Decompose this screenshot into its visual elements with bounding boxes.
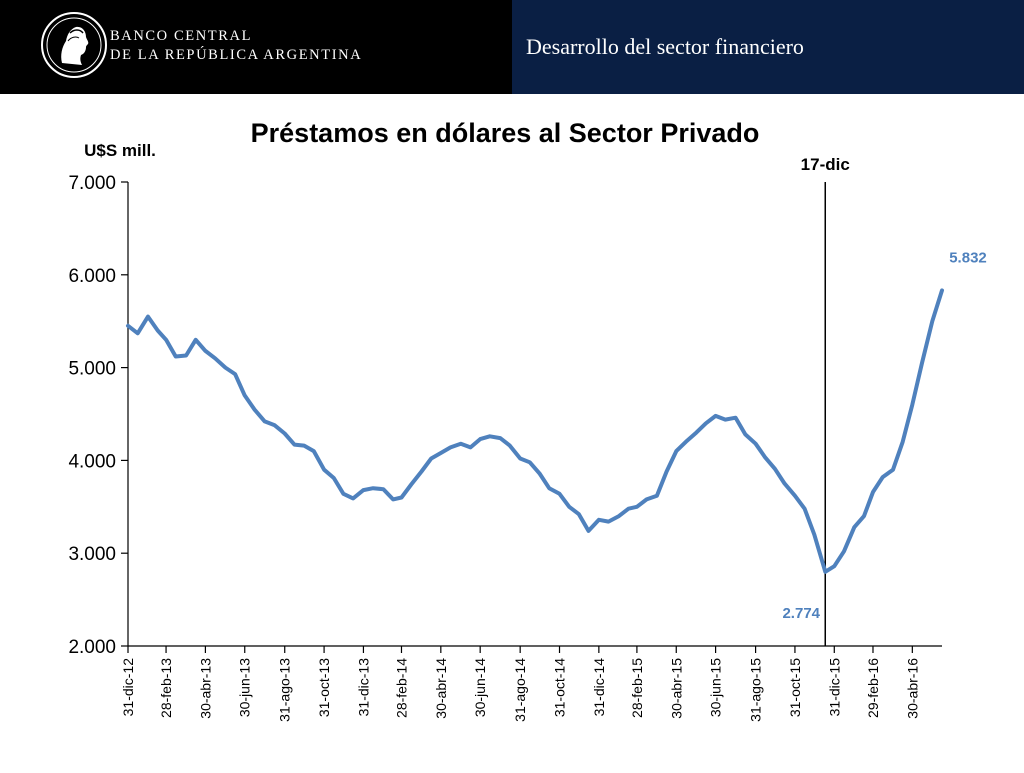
y-tick-label: 7.000 — [68, 173, 116, 194]
x-tick-label: 31-ago-13 — [277, 658, 293, 722]
bank-name-line-2: DE LA REPÚBLICA ARGENTINA — [110, 47, 363, 63]
slide-header: BANCO CENTRAL DE LA REPÚBLICA ARGENTINA … — [0, 0, 1024, 94]
x-tick-label: 30-jun-15 — [708, 658, 724, 717]
x-axis: 31-dic-12 28-feb-13 30-abr-13 30-jun-13 31-a… — [120, 645, 942, 722]
x-tick-label: 31-dic-13 — [355, 658, 371, 717]
x-tick-label: 31-ago-15 — [748, 658, 764, 722]
x-tick-label: 30-jun-14 — [472, 658, 488, 717]
series-line — [126, 288, 944, 574]
x-tick-label: 31-dic-12 — [120, 658, 136, 717]
x-tick-label: 30-abr-16 — [904, 658, 920, 719]
x-tick-label: 28-feb-14 — [393, 658, 409, 718]
y-tick-label: 3.000 — [68, 544, 116, 565]
x-tick-label: 31-dic-15 — [826, 658, 842, 717]
chart-container: Préstamos en dólares al Sector Privado U… — [0, 94, 1024, 768]
x-tick-label: 31-dic-14 — [591, 658, 607, 717]
y-tick-label: 4.000 — [68, 451, 116, 472]
data-labels: 2.774 5.832 — [782, 249, 986, 622]
series-layer — [126, 288, 944, 574]
x-tick-label: 31-oct-15 — [787, 658, 803, 717]
x-tick-label: 30-abr-13 — [197, 658, 213, 719]
header-right-panel: Desarrollo del sector financiero — [512, 0, 1024, 94]
x-tick-label: 30-abr-15 — [668, 658, 684, 719]
header-left-panel: BANCO CENTRAL DE LA REPÚBLICA ARGENTINA — [0, 0, 512, 94]
bank-name: BANCO CENTRAL DE LA REPÚBLICA ARGENTINA — [110, 27, 362, 65]
x-tick-label: 29-feb-16 — [865, 658, 881, 718]
y-tick-label: 2.000 — [68, 637, 116, 658]
chart-title: Préstamos en dólares al Sector Privado — [251, 118, 760, 148]
bank-name-line-1: BANCO CENTRAL — [110, 28, 253, 44]
section-title: Desarrollo del sector financiero — [526, 34, 804, 59]
min-value-label: 2.774 — [782, 605, 820, 622]
event-marker-label: 17-dic — [801, 155, 850, 174]
x-tick-label: 28-feb-15 — [629, 658, 645, 718]
y-tick-label: 5.000 — [68, 359, 116, 380]
x-tick-label: 30-abr-14 — [433, 658, 449, 719]
loans-chart: Préstamos en dólares al Sector Privado U… — [68, 118, 986, 722]
y-axis-label: U$S mill. — [84, 141, 156, 160]
x-tick-label: 31-oct-14 — [552, 658, 568, 717]
x-tick-label: 31-ago-14 — [512, 658, 528, 722]
last-value-label: 5.832 — [949, 249, 987, 266]
bank-seal-icon — [41, 12, 107, 78]
x-tick-label: 31-oct-13 — [316, 658, 332, 717]
y-axis: 2.000 3.000 4.000 5.000 6.000 7.000 — [68, 173, 129, 658]
x-tick-label: 28-feb-13 — [158, 658, 174, 718]
y-tick-label: 6.000 — [68, 266, 116, 287]
x-tick-label: 30-jun-13 — [237, 658, 253, 717]
